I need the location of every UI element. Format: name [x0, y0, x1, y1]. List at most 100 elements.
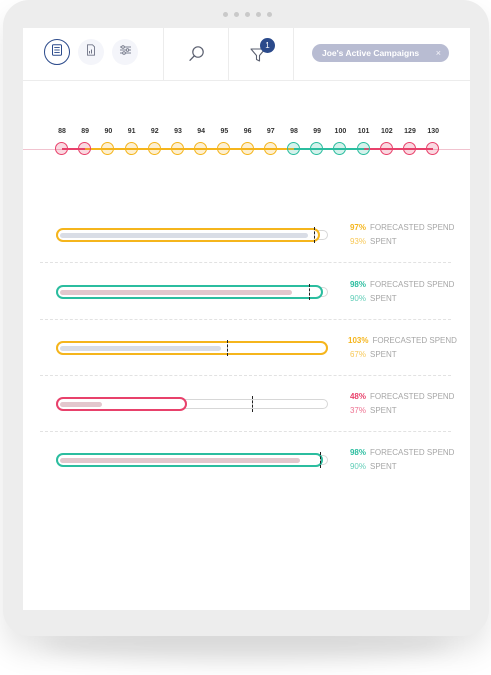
- timeline-connector: [247, 148, 271, 150]
- timeline-point[interactable]: [217, 142, 231, 155]
- forecast-stat: 97% FORECASTED SPEND: [348, 223, 454, 232]
- timeline-label: 91: [127, 128, 136, 135]
- spent-label: SPENT: [370, 237, 397, 246]
- filter-icon: [249, 48, 267, 68]
- spent-percent: 37%: [349, 406, 366, 415]
- row-separator: [40, 375, 451, 376]
- spent-label: SPENT: [370, 294, 397, 303]
- forecast-percent: 103%: [348, 336, 369, 345]
- spent-bar: [60, 289, 292, 295]
- forecast-stat: 98% FORECASTED SPEND: [348, 280, 454, 289]
- timeline-label: 93: [174, 128, 182, 135]
- timeline-connector: [108, 148, 132, 150]
- timeline-point[interactable]: [240, 142, 254, 155]
- timeline-connector: [62, 148, 86, 150]
- timeline-label: 92: [150, 128, 159, 135]
- timeline-point[interactable]: [101, 142, 115, 155]
- timeline-point[interactable]: [124, 142, 138, 155]
- spent-stat: 37% SPENT: [348, 406, 397, 415]
- campaign-row[interactable]: 98% FORECASTED SPEND 90% SPENT: [23, 280, 470, 325]
- campaign-row[interactable]: 103% FORECASTED SPEND 67% SPENT: [23, 336, 470, 381]
- camera-dot: [234, 12, 239, 17]
- forecast-percent: 97%: [349, 223, 366, 232]
- row-separator: [40, 262, 451, 263]
- timeline-label: 98: [290, 128, 298, 135]
- timeline-point[interactable]: [310, 142, 324, 155]
- spent-percent: 67%: [349, 350, 366, 359]
- toolbar-divider: [163, 28, 164, 80]
- forecast-label: FORECASTED SPEND: [370, 280, 455, 289]
- search-icon: [187, 46, 207, 68]
- spent-bar: [60, 345, 221, 351]
- timeline-label: 90: [104, 128, 113, 135]
- spent-bar: [60, 457, 300, 463]
- campaign-row[interactable]: 48% FORECASTED SPEND 37% SPENT: [23, 392, 470, 437]
- timeline-label: 129: [404, 128, 416, 135]
- today-marker: [227, 340, 229, 356]
- spent-stat: 90% SPENT: [348, 462, 397, 471]
- search-button[interactable]: [187, 44, 207, 64]
- timeline-point[interactable]: [147, 142, 161, 155]
- spent-percent: 93%: [349, 237, 366, 246]
- timeline-point[interactable]: [194, 142, 208, 155]
- forecast-label: FORECASTED SPEND: [370, 448, 455, 457]
- timeline-connector: [410, 148, 434, 150]
- timeline-connector: [386, 148, 410, 150]
- spent-stat: 90% SPENT: [348, 294, 397, 303]
- list-icon: [51, 43, 63, 61]
- forecast-stat: 103% FORECASTED SPEND: [348, 336, 457, 345]
- timeline-point[interactable]: [55, 142, 68, 155]
- timeline-label: 95: [220, 128, 229, 135]
- spent-bar: [60, 232, 308, 238]
- filter-count-badge: 1: [260, 38, 275, 53]
- camera-dot: [267, 12, 272, 17]
- timeline-label: 102: [380, 128, 393, 135]
- timeline-point[interactable]: [263, 142, 277, 155]
- list-view-button[interactable]: [44, 39, 70, 65]
- campaign-row[interactable]: 97% FORECASTED SPEND 93% SPENT: [23, 223, 470, 268]
- timeline-point[interactable]: [403, 142, 416, 155]
- timeline-label: 94: [197, 128, 206, 135]
- camera-dots: [223, 12, 272, 17]
- forecast-percent: 48%: [349, 392, 366, 401]
- today-marker: [314, 227, 316, 243]
- timeline-label: 97: [266, 128, 275, 135]
- timeline-connector: [224, 148, 248, 150]
- spent-percent: 90%: [349, 462, 366, 471]
- forecast-stat: 98% FORECASTED SPEND: [348, 448, 454, 457]
- forecast-bar: [56, 397, 187, 411]
- row-separator: [40, 431, 451, 432]
- camera-dot: [223, 12, 228, 17]
- active-filter-chip[interactable]: Joe's Active Campaigns ×: [312, 44, 449, 62]
- settings-button[interactable]: [112, 39, 138, 65]
- forecast-label: FORECASTED SPEND: [370, 223, 455, 232]
- chip-close-icon[interactable]: ×: [435, 48, 441, 58]
- spent-label: SPENT: [370, 406, 397, 415]
- spent-label: SPENT: [370, 350, 397, 359]
- toolbar-divider: [228, 28, 229, 80]
- report-button[interactable]: [78, 39, 104, 65]
- row-separator: [40, 319, 451, 320]
- timeline-connector: [178, 148, 202, 150]
- chart-doc-icon: [85, 43, 97, 61]
- timeline-point[interactable]: [78, 142, 92, 155]
- timeline-label: 101: [357, 128, 370, 135]
- camera-dot: [245, 12, 250, 17]
- forecast-label: FORECASTED SPEND: [372, 336, 457, 345]
- timeline-connector: [270, 148, 294, 150]
- timeline-point[interactable]: [287, 142, 300, 155]
- timeline-point[interactable]: [356, 142, 370, 155]
- timeline-point[interactable]: [379, 142, 393, 155]
- timeline-connector: [294, 148, 318, 150]
- timeline-label: 100: [334, 128, 347, 135]
- forecast-percent: 98%: [349, 280, 366, 289]
- spent-stat: 67% SPENT: [348, 350, 397, 359]
- today-marker: [319, 452, 321, 468]
- campaign-row[interactable]: 98% FORECASTED SPEND 90% SPENT: [23, 448, 470, 493]
- timeline-point[interactable]: [426, 142, 440, 155]
- timeline-point[interactable]: [171, 142, 184, 155]
- sliders-icon: [119, 43, 132, 61]
- timeline-point[interactable]: [333, 142, 347, 155]
- toolbar-divider: [293, 28, 294, 80]
- timeline-label: 89: [81, 128, 90, 135]
